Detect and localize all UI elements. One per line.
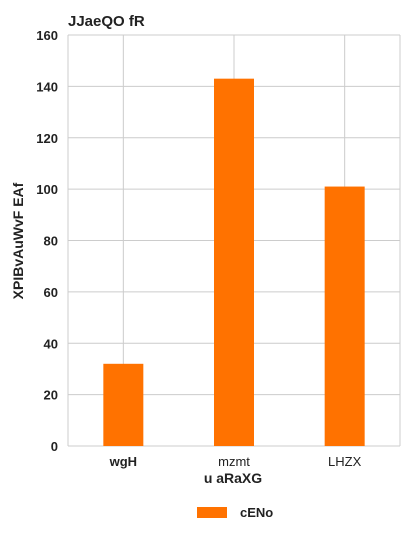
bar <box>324 186 365 446</box>
y-tick-label: 120 <box>36 131 58 146</box>
bar <box>103 363 144 446</box>
y-tick-label: 160 <box>36 28 58 43</box>
y-tick-label: 60 <box>44 285 58 300</box>
x-tick-label: mzmt <box>218 454 250 469</box>
legend: cENo <box>197 505 273 520</box>
y-tick-label: 20 <box>44 388 58 403</box>
y-axis-ticks: 0 20 40 60 80 100 120 140 160 <box>36 28 58 454</box>
legend-swatch <box>197 507 227 518</box>
y-tick-label: 80 <box>44 234 58 249</box>
bar <box>214 78 254 446</box>
x-axis-ticks: wgH mzmt LHZX <box>109 454 362 469</box>
bars <box>103 78 365 446</box>
chart-title: JJaeQO fR <box>68 13 145 30</box>
y-tick-label: 0 <box>51 439 58 454</box>
y-tick-label: 100 <box>36 182 58 197</box>
y-axis-label: XPIBvAuWvF EAf <box>10 182 26 299</box>
x-tick-label: wgH <box>109 454 137 469</box>
y-tick-label: 140 <box>36 79 58 94</box>
legend-label: cENo <box>240 505 273 520</box>
x-tick-label: LHZX <box>328 454 362 469</box>
x-axis-label: u aRaXG <box>204 470 262 486</box>
y-tick-label: 40 <box>44 336 58 351</box>
